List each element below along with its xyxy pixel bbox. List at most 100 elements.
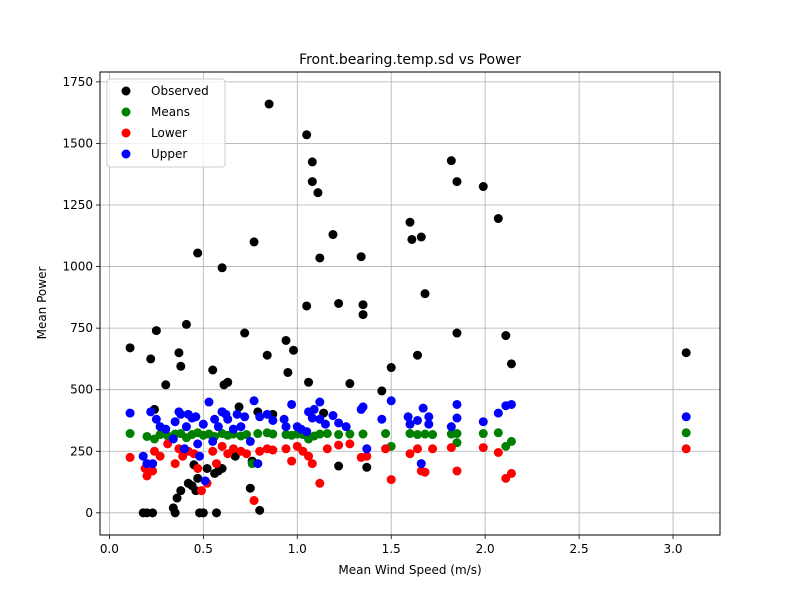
observed-point: [223, 377, 233, 387]
upper-point: [279, 414, 289, 424]
observed-point: [302, 130, 312, 140]
legend-marker-means: [121, 107, 131, 117]
means-point: [413, 430, 423, 440]
upper-point: [236, 422, 246, 432]
upper-point: [281, 422, 291, 432]
upper-point: [307, 413, 317, 423]
means-point: [478, 429, 488, 439]
observed-point: [420, 289, 430, 299]
observed-point: [377, 386, 387, 396]
series-means: [125, 428, 691, 469]
observed-point: [193, 473, 203, 483]
means-point: [155, 430, 165, 440]
lower-point: [506, 468, 516, 478]
upper-point: [320, 419, 330, 429]
observed-point: [264, 99, 274, 109]
lower-point: [208, 446, 218, 456]
observed-point: [307, 157, 317, 167]
observed-point: [249, 237, 259, 247]
legend: Observed Means Lower Upper: [106, 78, 226, 168]
lower-point: [452, 466, 462, 476]
upper-point: [240, 412, 250, 422]
upper-point: [180, 444, 190, 454]
lower-point: [287, 456, 297, 466]
lower-point: [428, 444, 438, 454]
observed-point: [170, 508, 180, 518]
means-point: [334, 430, 344, 440]
legend-marker-observed: [121, 86, 131, 96]
x-tick-label: 3.0: [663, 542, 682, 556]
observed-point: [262, 350, 272, 360]
x-tick-label: 0.0: [100, 542, 119, 556]
lower-point: [386, 475, 396, 485]
upper-point: [405, 419, 415, 429]
upper-point: [125, 408, 135, 418]
lower-point: [381, 444, 391, 454]
upper-point: [446, 422, 456, 432]
y-tick-label: 0: [85, 506, 93, 520]
observed-point: [386, 363, 396, 373]
observed-point: [358, 310, 368, 320]
upper-point: [193, 439, 203, 449]
means-point: [506, 436, 516, 446]
observed-point: [208, 365, 218, 375]
y-tick-label: 1250: [62, 198, 93, 212]
upper-point: [403, 412, 413, 422]
observed-point: [315, 253, 325, 263]
lower-point: [193, 464, 203, 474]
upper-point: [228, 424, 238, 434]
lower-point: [217, 441, 227, 451]
observed-point: [198, 508, 208, 518]
lower-point: [211, 459, 221, 469]
upper-point: [262, 409, 272, 419]
lower-point: [362, 451, 372, 461]
y-tick-label: 1000: [62, 260, 93, 274]
lower-point: [170, 459, 180, 469]
observed-point: [172, 493, 182, 503]
means-point: [315, 429, 325, 439]
observed-point: [240, 328, 250, 338]
lower-point: [315, 478, 325, 488]
lower-point: [413, 444, 423, 454]
observed-point: [148, 508, 158, 518]
observed-point: [151, 326, 161, 336]
means-point: [358, 429, 368, 439]
observed-point: [452, 328, 462, 338]
upper-point: [424, 412, 434, 422]
means-point: [428, 430, 438, 440]
upper-point: [341, 422, 351, 432]
lower-point: [322, 444, 332, 454]
means-point: [681, 428, 691, 438]
observed-point: [416, 232, 426, 242]
observed-point: [281, 335, 291, 345]
observed-point: [283, 367, 293, 377]
x-axis-label: Mean Wind Speed (m/s): [338, 563, 481, 577]
upper-point: [478, 417, 488, 427]
lower-point: [681, 444, 691, 454]
upper-point: [358, 402, 368, 412]
observed-point: [405, 217, 415, 227]
upper-point: [138, 451, 148, 461]
observed-point: [202, 464, 212, 474]
upper-point: [416, 459, 426, 469]
upper-point: [302, 427, 312, 437]
upper-point: [210, 414, 220, 424]
upper-point: [493, 408, 503, 418]
upper-point: [377, 414, 387, 424]
upper-point: [309, 404, 319, 414]
observed-point: [362, 462, 372, 472]
upper-point: [168, 434, 178, 444]
upper-point: [208, 436, 218, 446]
upper-point: [195, 451, 205, 461]
upper-point: [362, 444, 372, 454]
lower-point: [307, 459, 317, 469]
upper-point: [413, 415, 423, 425]
legend-marker-lower: [121, 128, 131, 138]
observed-point: [506, 359, 516, 369]
y-tick-label: 750: [70, 321, 93, 335]
legend-label-lower: Lower: [151, 126, 187, 140]
observed-point: [313, 188, 323, 198]
lower-point: [420, 467, 430, 477]
means-point: [405, 429, 415, 439]
